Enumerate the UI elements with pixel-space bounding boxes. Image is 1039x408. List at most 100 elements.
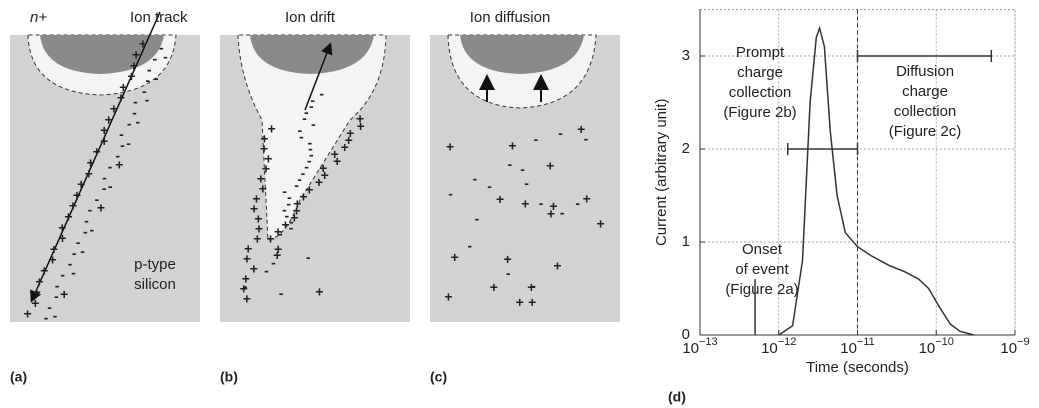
annotation: charge	[737, 64, 783, 81]
y-tick-label: 1	[682, 233, 690, 250]
plus-sign: +	[546, 158, 554, 174]
plus-sign: +	[267, 121, 275, 137]
minus-sign: -	[53, 308, 58, 324]
panel-title: Ion diffusion	[470, 9, 551, 26]
minus-sign: -	[311, 116, 316, 132]
annotation: collection	[894, 103, 957, 120]
plus-sign: +	[60, 286, 68, 302]
x-tick-label: 10−10	[919, 336, 954, 357]
plus-sign: +	[577, 121, 585, 137]
panel-title: Ion track	[130, 9, 188, 26]
panel-label: (d)	[668, 389, 686, 405]
plus-sign: +	[281, 217, 289, 233]
plus-sign: +	[508, 137, 516, 153]
minus-sign: -	[475, 211, 480, 227]
minus-sign: -	[163, 49, 168, 65]
minus-sign: -	[299, 128, 304, 144]
minus-sign: -	[126, 135, 131, 151]
minus-sign: -	[467, 238, 472, 254]
plus-sign: +	[549, 198, 557, 214]
annotation: (Figure 2b)	[723, 104, 796, 121]
minus-sign: -	[534, 131, 539, 147]
plus-sign: +	[58, 230, 66, 246]
minus-sign: -	[80, 243, 85, 259]
plus-sign: +	[333, 153, 341, 169]
plus-sign: +	[85, 165, 93, 181]
plus-sign: +	[583, 191, 591, 207]
plus-sign: +	[496, 191, 504, 207]
minus-sign: -	[145, 92, 150, 108]
minus-sign: -	[306, 249, 311, 265]
annotation: collection	[729, 84, 792, 101]
plus-sign: +	[341, 139, 349, 155]
y-tick-label: 2	[682, 140, 690, 157]
plus-sign: +	[48, 252, 56, 268]
minus-sign: -	[302, 110, 307, 126]
minus-sign: -	[531, 278, 536, 294]
plus-sign: +	[553, 257, 561, 273]
minus-sign: -	[60, 267, 65, 283]
minus-sign: -	[506, 265, 511, 281]
plus-sign: +	[315, 284, 323, 300]
plus-sign: +	[115, 157, 123, 173]
plus-sign: +	[127, 68, 135, 84]
plus-sign: +	[31, 295, 39, 311]
minus-sign: -	[72, 245, 77, 261]
panel-label: (c)	[430, 369, 447, 385]
annotation: charge	[902, 83, 948, 100]
panel-title: Ion drift	[285, 9, 336, 26]
minus-sign: -	[71, 265, 76, 281]
plus-sign: +	[290, 210, 298, 226]
minus-sign: -	[487, 178, 492, 194]
minus-sign: -	[108, 178, 113, 194]
minus-sign: -	[560, 204, 565, 220]
annotation: (Figure 2c)	[889, 123, 962, 140]
plus-sign: +	[444, 288, 452, 304]
plus-sign: +	[97, 200, 105, 216]
figure: +-+--+-+--+-+--+-+--+-+--+-+-++-+--+-+-+…	[0, 0, 1039, 408]
plus-sign: +	[250, 261, 258, 277]
doping-label: n+	[30, 9, 47, 26]
annotation: Diffusion	[896, 63, 954, 80]
minus-sign: -	[558, 125, 563, 141]
annotation: Prompt	[736, 44, 785, 61]
panel-label: (b)	[220, 369, 238, 385]
minus-sign: -	[472, 170, 477, 186]
minus-sign: -	[89, 221, 94, 237]
plus-sign: +	[451, 249, 459, 265]
minus-sign: -	[539, 195, 544, 211]
minus-sign: -	[44, 310, 49, 326]
plus-sign: +	[253, 231, 261, 247]
minus-sign: -	[154, 70, 159, 86]
plus-sign: +	[315, 174, 323, 190]
minus-sign: -	[153, 51, 158, 67]
minus-sign: -	[507, 156, 512, 172]
plus-sign: +	[356, 118, 364, 134]
minus-sign: -	[102, 180, 107, 196]
minus-sign: -	[83, 223, 88, 239]
panel-label: (a)	[10, 369, 27, 385]
minus-sign: -	[127, 115, 132, 131]
plus-sign: +	[516, 294, 524, 310]
minus-sign: -	[135, 113, 140, 129]
annotation: Onset	[742, 241, 783, 258]
minus-sign: -	[108, 159, 113, 175]
minus-sign: -	[575, 195, 580, 211]
plus-sign: +	[274, 224, 282, 240]
y-tick-label: 3	[682, 47, 690, 64]
chart: 10−1310−1210−1110−1010−90123Time (second…	[653, 10, 1030, 405]
minus-sign: -	[448, 186, 453, 202]
plus-sign: +	[521, 196, 529, 212]
x-tick-label: 10−9	[1000, 336, 1029, 357]
plus-sign: +	[100, 133, 108, 149]
plus-sign: +	[274, 241, 282, 257]
substrate-label: p-type	[134, 256, 176, 273]
x-axis-label: Time (seconds)	[806, 359, 909, 376]
minus-sign: -	[54, 288, 59, 304]
x-tick-label: 10−12	[761, 336, 796, 357]
annotation: of event	[735, 261, 789, 278]
minus-sign: -	[319, 86, 324, 102]
minus-sign: -	[120, 137, 125, 153]
plus-sign: +	[117, 90, 125, 106]
plus-sign: +	[597, 216, 605, 232]
